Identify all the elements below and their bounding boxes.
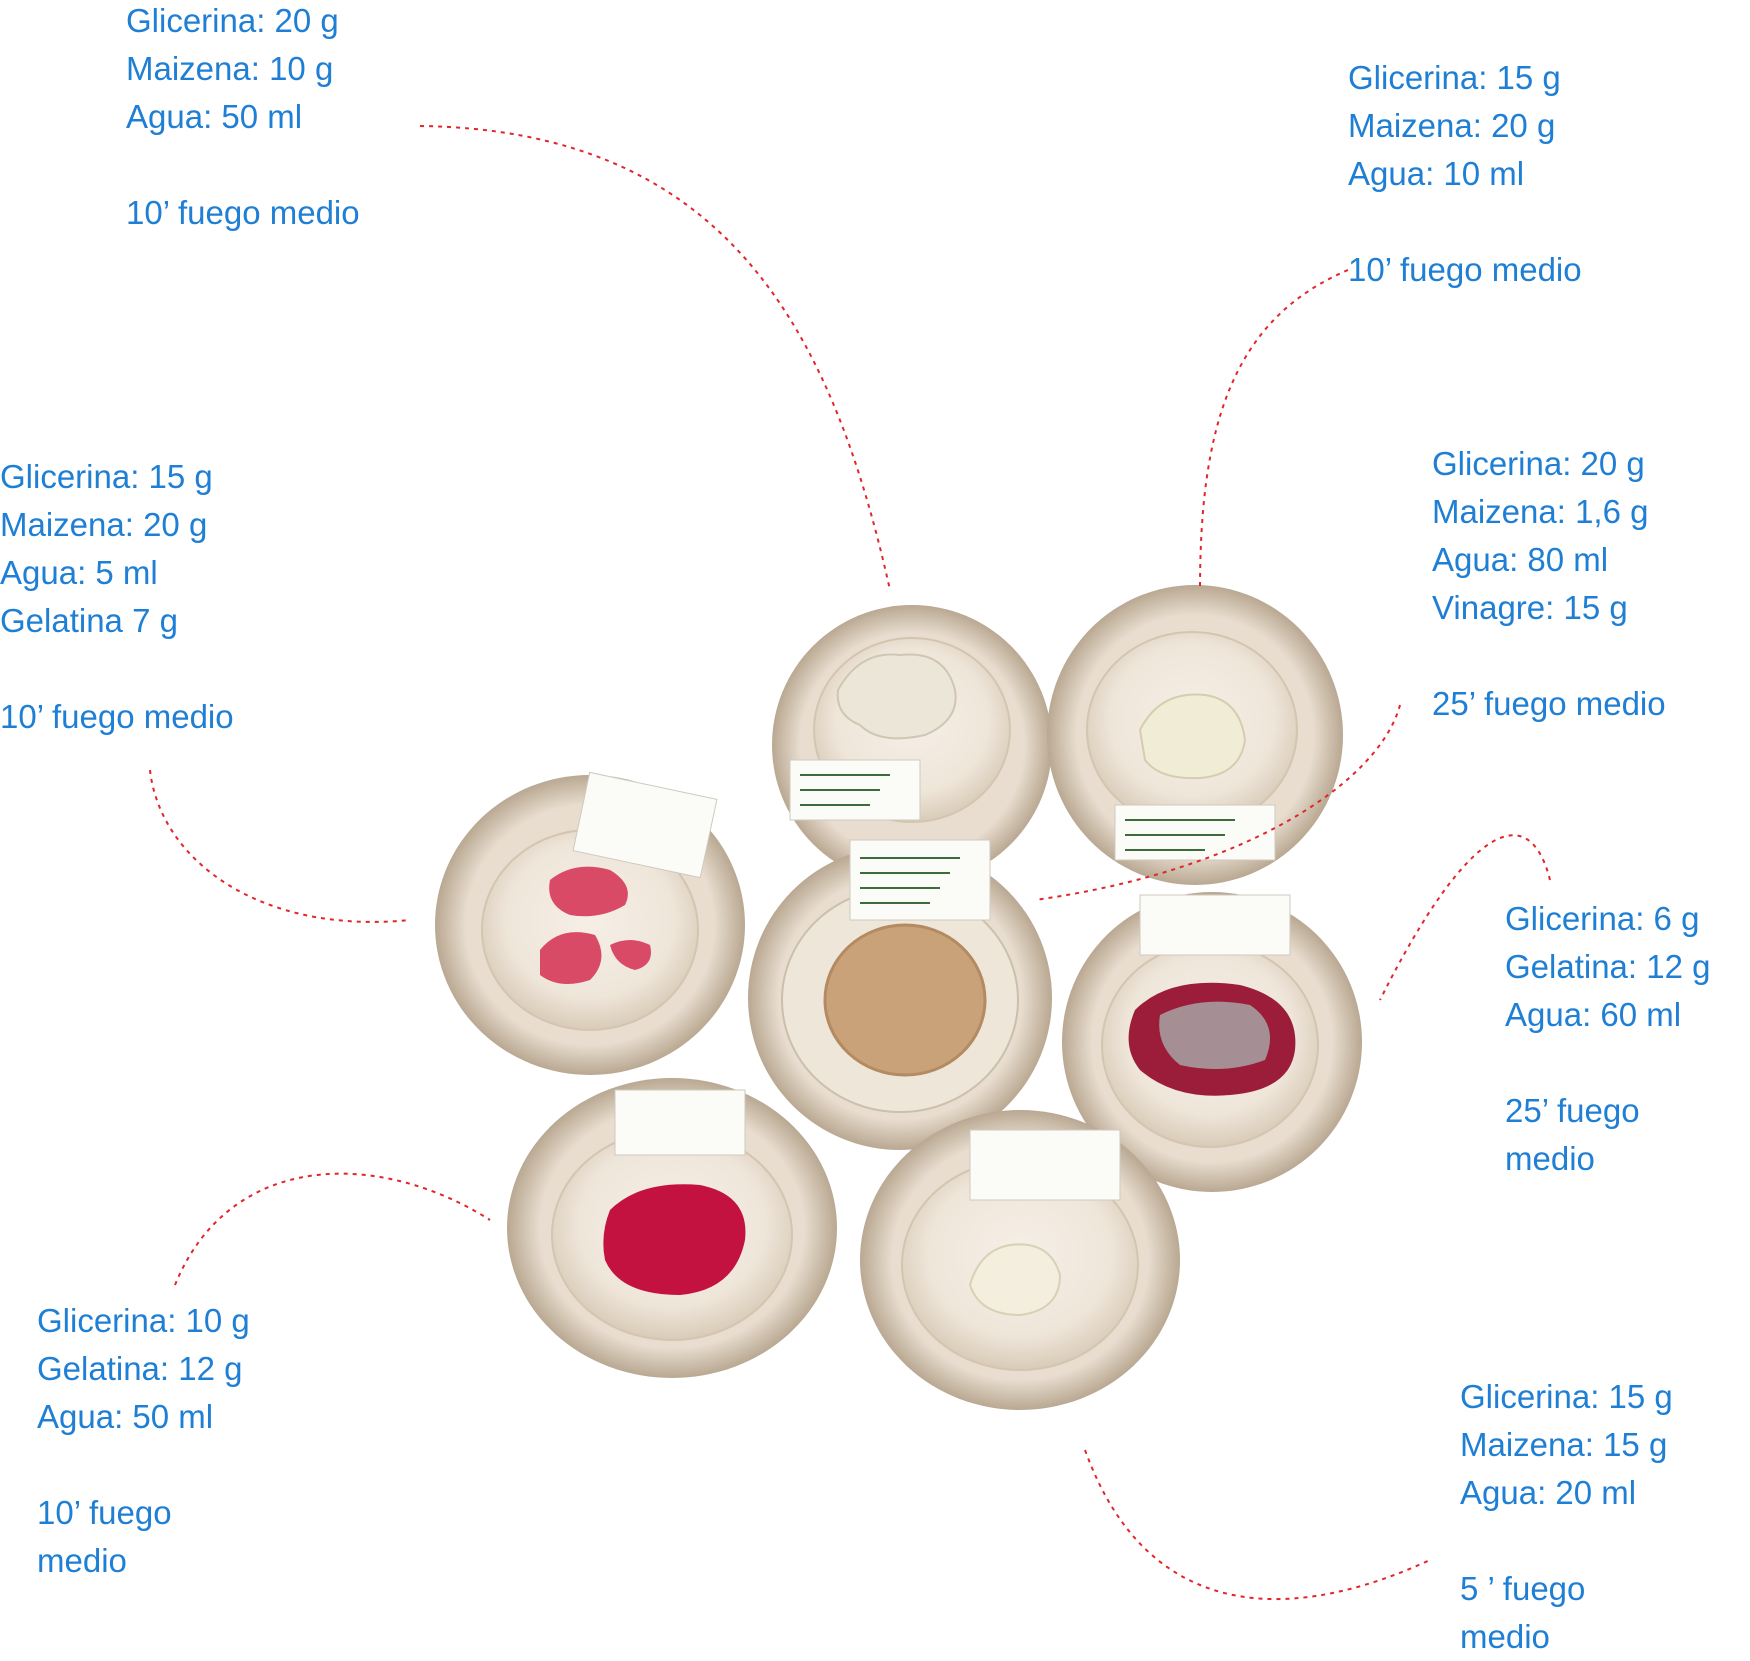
plate-bottom-left xyxy=(507,1078,837,1378)
ingredient-line: Maizena: 15 g xyxy=(1460,1426,1668,1463)
recipe-label-mid-left: Glicerina: 15 g Maizena: 20 g Agua: 5 ml… xyxy=(0,453,234,741)
note-card xyxy=(614,1089,746,1156)
note-card xyxy=(969,1129,1121,1201)
recipe-label-bottom-right: Glicerina: 15 g Maizena: 15 g Agua: 20 m… xyxy=(1460,1373,1673,1661)
ingredient-line: Glicerina: 10 g xyxy=(37,1302,250,1339)
ingredient-line: Gelatina: 12 g xyxy=(1505,948,1711,985)
connector-top-right xyxy=(1199,269,1349,591)
note-card xyxy=(849,839,991,921)
ingredient-line: Glicerina: 15 g xyxy=(1348,59,1561,96)
ingredient-line: Gelatina: 12 g xyxy=(37,1350,243,1387)
ingredient-line: Maizena: 20 g xyxy=(1348,107,1556,144)
cooking-time: 10’ fuego medio xyxy=(1348,251,1582,288)
recipe-label-mid-right: Glicerina: 20 g Maizena: 1,6 g Agua: 80 … xyxy=(1432,440,1666,728)
ingredient-line: Agua: 50 ml xyxy=(37,1398,214,1435)
cooking-time: 25’ fuego medio xyxy=(1432,685,1666,722)
recipe-label-bottom-left: Glicerina: 10 g Gelatina: 12 g Agua: 50 … xyxy=(37,1297,250,1585)
note-card xyxy=(1139,894,1291,956)
cooking-time: 5 ’ fuego xyxy=(1460,1570,1586,1607)
connector-bottom-left xyxy=(174,1172,491,1286)
ingredient-line: Agua: 60 ml xyxy=(1505,996,1682,1033)
ingredient-line: Gelatina 7 g xyxy=(0,602,178,639)
ingredient-line: Glicerina: 6 g xyxy=(1505,900,1700,937)
recipe-label-top-right: Glicerina: 15 g Maizena: 20 g Agua: 10 m… xyxy=(1348,54,1582,294)
ingredient-line: Glicerina: 20 g xyxy=(126,2,339,39)
connector-right xyxy=(1379,834,1551,1001)
recipe-label-right: Glicerina: 6 g Gelatina: 12 g Agua: 60 m… xyxy=(1505,895,1710,1183)
plate-bottom-right xyxy=(860,1110,1180,1410)
connector-top-left xyxy=(419,125,891,591)
ingredient-line: Vinagre: 15 g xyxy=(1432,589,1628,626)
ingredient-line: Glicerina: 15 g xyxy=(1460,1378,1673,1415)
plate-center xyxy=(748,839,1052,1150)
plate-top-right xyxy=(1047,585,1343,885)
note-card xyxy=(1114,804,1276,861)
connector-bottom-right xyxy=(1084,1449,1431,1601)
recipe-label-top-left: Glicerina: 20 g Maizena: 10 g Agua: 50 m… xyxy=(126,0,360,237)
ingredient-line: Agua: 20 ml xyxy=(1460,1474,1637,1511)
plate-left xyxy=(435,771,745,1075)
ingredient-line: Glicerina: 20 g xyxy=(1432,445,1645,482)
cooking-time: 10’ fuego medio xyxy=(0,698,234,735)
cooking-time: 10’ fuego medio xyxy=(126,194,360,231)
cooking-time: medio xyxy=(37,1542,127,1579)
ingredient-line: Agua: 50 ml xyxy=(126,98,303,135)
ingredient-line: Agua: 80 ml xyxy=(1432,541,1609,578)
cooking-time: 25’ fuego xyxy=(1505,1092,1640,1129)
ingredient-line: Glicerina: 15 g xyxy=(0,458,213,495)
connector-mid-left xyxy=(149,769,411,923)
cooking-time: medio xyxy=(1460,1618,1550,1655)
ingredient-line: Maizena: 1,6 g xyxy=(1432,493,1649,530)
cooking-time: medio xyxy=(1505,1140,1595,1177)
cooking-time: 10’ fuego xyxy=(37,1494,172,1531)
ingredient-line: Maizena: 10 g xyxy=(126,50,334,87)
plate-top-center xyxy=(772,605,1052,885)
plate-right xyxy=(1062,892,1362,1192)
ingredient-line: Agua: 10 ml xyxy=(1348,155,1525,192)
note-card xyxy=(572,771,718,879)
ingredient-line: Agua: 5 ml xyxy=(0,554,158,591)
ingredient-line: Maizena: 20 g xyxy=(0,506,208,543)
